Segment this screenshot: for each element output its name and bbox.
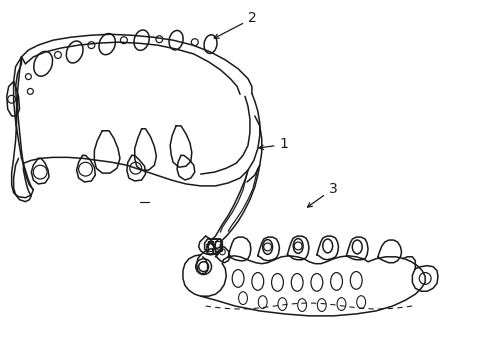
Text: 2: 2: [214, 12, 256, 38]
Text: 3: 3: [307, 182, 337, 207]
Text: 1: 1: [259, 138, 288, 152]
